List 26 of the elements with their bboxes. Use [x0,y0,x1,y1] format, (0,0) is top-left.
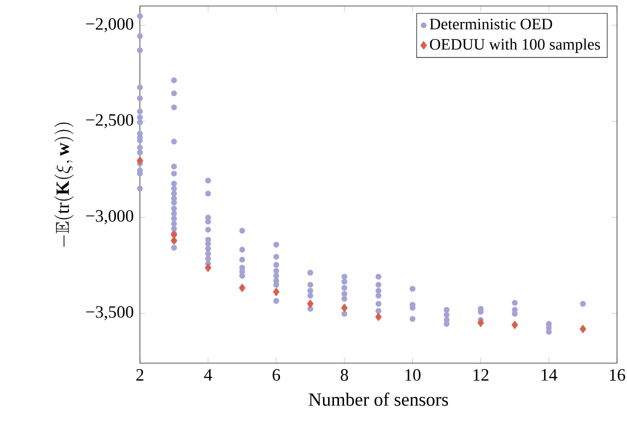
point [512,320,518,330]
point [136,156,144,165]
point [341,304,348,312]
legend-label: OEDUU with 100 samples [430,38,600,54]
x-tick-label: 4 [204,369,212,381]
point [580,324,586,334]
x-tick-label: 16 [610,369,626,381]
x-tick-label: 10 [405,369,421,381]
point [307,300,314,308]
point [477,318,484,328]
point [375,312,382,322]
point [204,264,212,272]
x-tick-label: 8 [340,369,348,381]
y-tick-label: −3,000 [86,210,134,224]
legend-label: Deterministic OED [430,18,552,30]
point [238,284,246,292]
y-tick-label: −3,500 [86,306,134,320]
x-axis-title: Number of sensors [308,392,448,406]
y-tick-label: −2,500 [86,114,134,128]
y-axis-title: $-\mathbb{E}(\mathrm{tr}(\mathbf{K}(\xi, \mathbf{w})))$ [54,122,74,247]
x-tick-label: 12 [474,369,488,381]
x-tick-label: 6 [272,369,280,381]
x-tick-label: 2 [136,369,144,381]
point [272,288,280,296]
x-tick-label: 14 [542,369,558,381]
y-tick-label: −2,000 [86,18,134,32]
